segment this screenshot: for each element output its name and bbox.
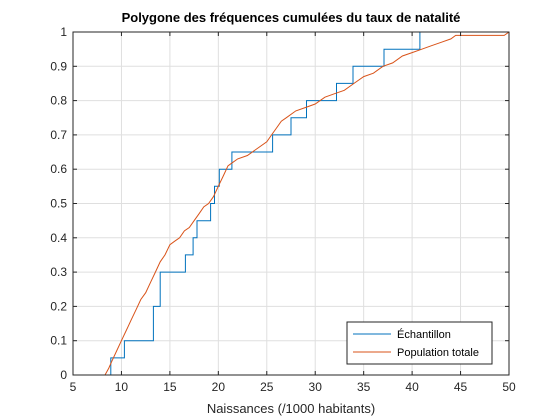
grid: [72, 31, 510, 376]
legend-label: Échantillon: [397, 328, 451, 341]
y-tick-label: 0.8: [50, 94, 67, 108]
x-tick-label: 30: [309, 380, 323, 394]
x-tick-label: 45: [454, 380, 468, 394]
y-tick-label: 0.4: [50, 231, 67, 245]
x-tick-label: 35: [357, 380, 371, 394]
y-tick-label: 0.1: [50, 334, 67, 348]
y-tick-label: 0: [60, 368, 67, 382]
x-tick-label: 20: [212, 380, 226, 394]
x-tick-label: 5: [70, 380, 77, 394]
y-tick-label: 1: [60, 25, 67, 39]
x-tick-label: 40: [405, 380, 419, 394]
legend-label: Population totale: [397, 347, 479, 359]
ticks: 5 10 15 20 25 30 35 40 45 50 0 0.1 0.2 0.3 0.4 0.5 0.6 0.…: [50, 25, 516, 394]
x-tick-label: 15: [163, 380, 177, 394]
chart-title: Polygone des fréquences cumulées du taux…: [122, 10, 461, 25]
legend: Échantillon Population totale: [346, 321, 493, 365]
series-line-population-totale: [104, 31, 510, 376]
y-tick-label: 0.3: [50, 265, 67, 279]
y-tick-label: 0.7: [50, 128, 67, 142]
y-tick-label: 0.5: [50, 197, 67, 211]
x-tick-label: 50: [502, 380, 516, 394]
y-tick-label: 0.9: [50, 59, 67, 73]
x-axis-label: Naissances (/1000 habitants): [207, 401, 375, 416]
y-tick-label: 0.6: [50, 162, 67, 176]
x-tick-label: 10: [115, 380, 129, 394]
series-group: [104, 31, 510, 376]
x-tick-label: 25: [260, 380, 274, 394]
legend-box: [346, 321, 493, 365]
y-tick-label: 0.2: [50, 299, 67, 313]
series-line-echantillon: [110, 31, 422, 375]
